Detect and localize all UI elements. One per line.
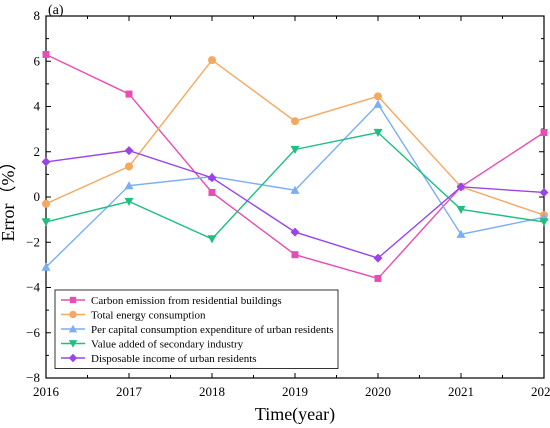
legend-marker: [68, 340, 78, 348]
legend-marker: [69, 310, 77, 319]
y-axis: −8 −6 −4 −2 0 2 4 6 8: [26, 8, 544, 385]
data-point: [539, 187, 549, 197]
data-point: [373, 253, 383, 263]
data-point: [373, 128, 383, 138]
data-point: [207, 173, 217, 183]
series-2: [42, 56, 548, 220]
legend-item: Carbon emission from residential buildin…: [61, 295, 282, 307]
y-tick-label: 2: [34, 144, 41, 159]
panel-label: (a): [48, 3, 64, 18]
series-group: [41, 50, 549, 282]
data-point: [125, 162, 133, 171]
legend-item: Value added of secondary industry: [61, 339, 244, 351]
legend-label: Value added of secondary industry: [91, 339, 244, 351]
data-point: [42, 199, 50, 208]
data-point: [124, 146, 134, 156]
data-point: [41, 157, 51, 167]
series-3: [41, 99, 549, 271]
x-tick-label: 2020: [365, 384, 391, 399]
x-tick-label: 2018: [199, 384, 225, 399]
data-point: [291, 117, 299, 126]
data-point: [539, 218, 549, 227]
y-tick-label: −2: [26, 234, 40, 249]
data-point: [208, 188, 216, 196]
data-point: [374, 92, 382, 101]
data-point: [290, 185, 300, 194]
y-tick-label: −8: [26, 370, 40, 385]
y-tick-label: −4: [26, 280, 40, 295]
legend-item: Total energy consumption: [61, 310, 206, 322]
x-tick-label: 2021: [448, 384, 474, 399]
data-point: [456, 205, 466, 214]
series-line: [45, 149, 545, 259]
y-tick-label: 8: [34, 8, 41, 23]
data-point: [374, 274, 382, 282]
series-line: [45, 103, 545, 268]
legend-label: Disposable income of urban residents: [91, 353, 257, 365]
legend-label: Per capital consumption expenditure of u…: [91, 324, 334, 336]
data-point: [207, 235, 217, 244]
legend-item: Disposable income of urban residents: [61, 353, 257, 365]
data-point: [291, 251, 299, 259]
data-point: [124, 197, 134, 207]
series-4: [41, 128, 549, 244]
data-point: [373, 99, 383, 108]
x-tick-label: 2022: [531, 384, 550, 399]
legend-label: Total energy consumption: [91, 310, 206, 322]
data-point: [456, 229, 466, 238]
legend-item: Per capital consumption expenditure of u…: [61, 324, 334, 336]
y-tick-label: 0: [34, 189, 41, 204]
y-tick-label: −6: [26, 325, 40, 340]
legend-label: Carbon emission from residential buildin…: [91, 295, 282, 307]
legend-box: [54, 289, 339, 369]
legend: Carbon emission from residential buildin…: [54, 289, 339, 369]
data-point: [42, 50, 50, 58]
x-tick-label: 2019: [282, 384, 308, 399]
data-point: [290, 145, 300, 154]
series-5: [41, 146, 549, 263]
data-point: [125, 90, 133, 98]
data-point: [41, 262, 51, 271]
y-tick-label: 4: [34, 99, 41, 114]
legend-marker: [69, 296, 77, 304]
x-axis: 2016 2017 2018 2019 2020 2021 2022: [33, 16, 550, 399]
data-point: [41, 218, 51, 227]
x-tick-label: 2016: [33, 384, 60, 399]
series-1: [42, 50, 548, 282]
legend-marker: [68, 324, 78, 333]
data-point: [208, 56, 216, 65]
legend-marker: [68, 353, 78, 363]
y-axis-title: Error（%）: [0, 153, 18, 242]
data-point: [456, 182, 466, 192]
y-tick-label: 6: [34, 53, 41, 68]
series-line: [45, 53, 545, 280]
data-point: [290, 227, 300, 237]
x-axis-title: Time(year): [255, 404, 335, 425]
x-tick-label: 2017: [116, 384, 143, 399]
data-point: [540, 129, 548, 137]
data-point: [124, 181, 134, 190]
